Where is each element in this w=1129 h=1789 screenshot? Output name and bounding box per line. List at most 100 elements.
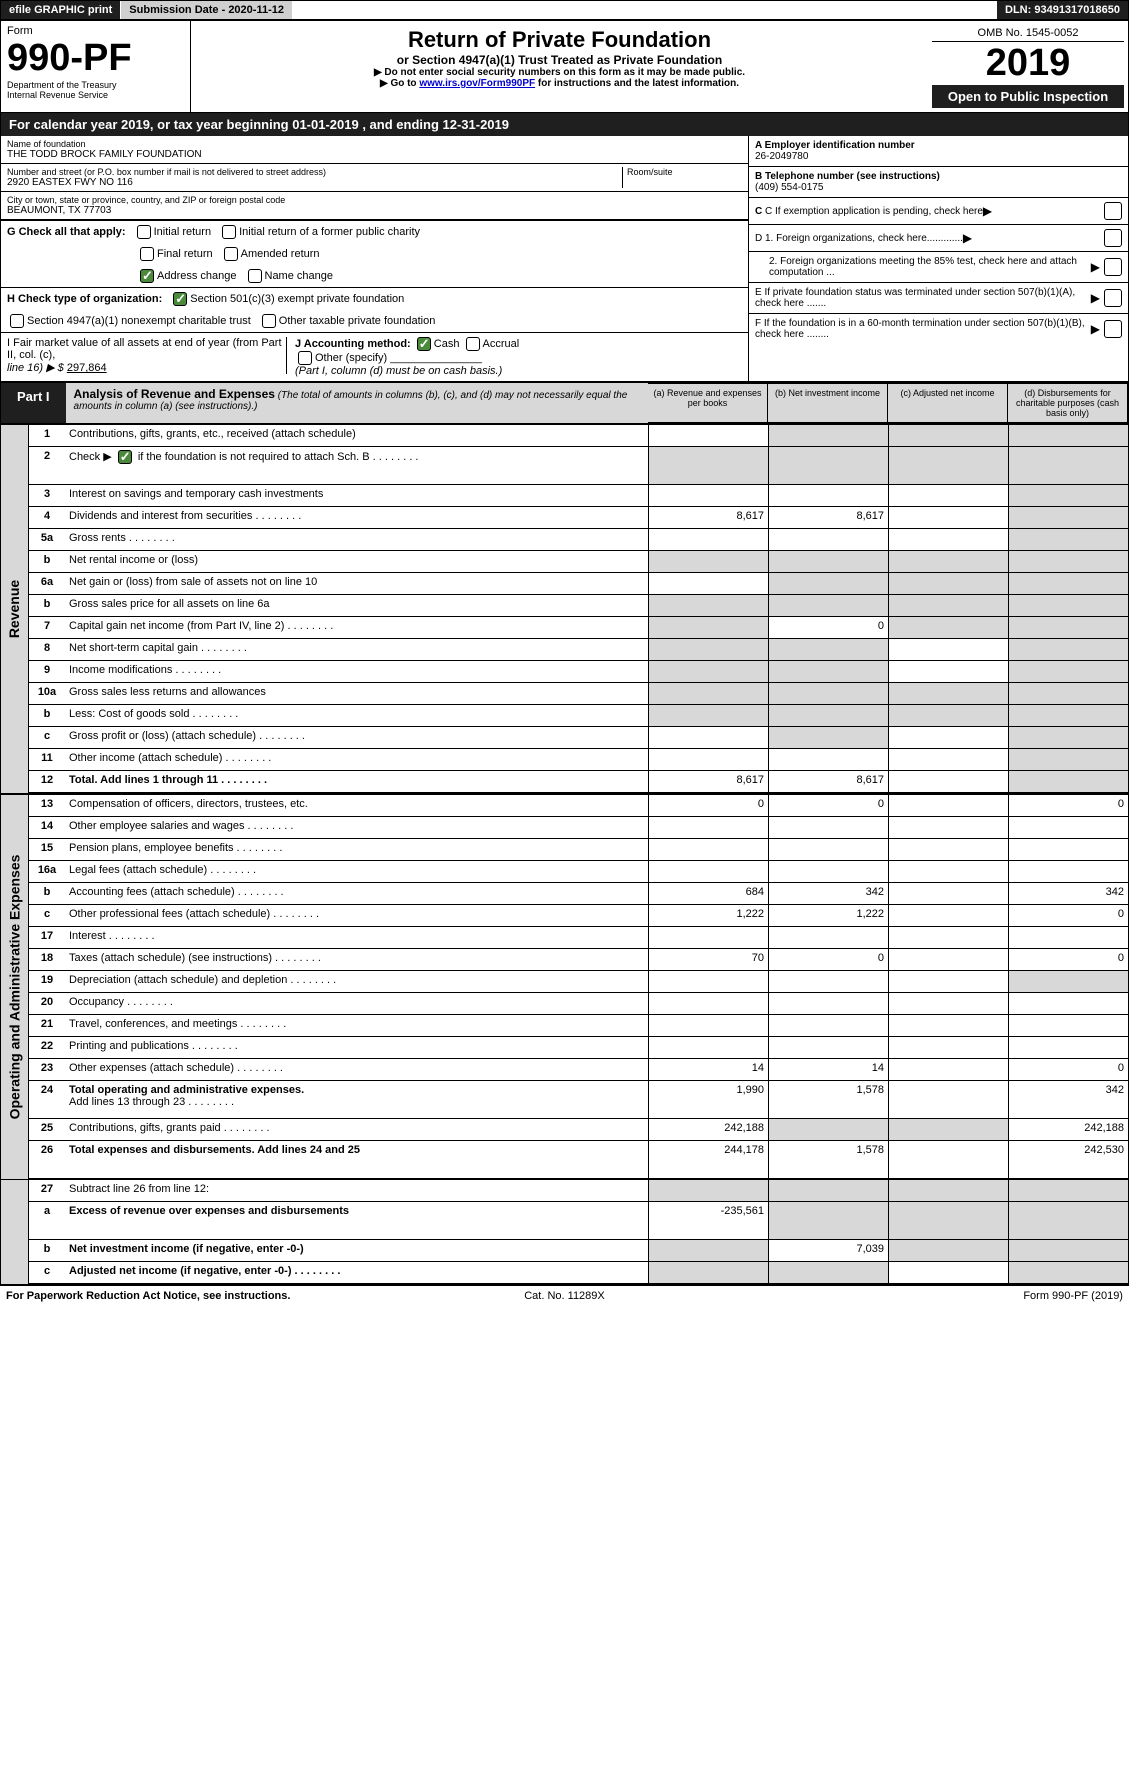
row-5b: Net rental income or (loss) (65, 551, 648, 572)
f-label: F If the foundation is in a 60-month ter… (755, 318, 1091, 340)
room-label: Room/suite (627, 167, 742, 177)
h-label: H Check type of organization: (7, 293, 162, 305)
amended-return-check[interactable] (224, 247, 238, 261)
row-10a: Gross sales less returns and allowances (65, 683, 648, 704)
efile-button[interactable]: efile GRAPHIC print (1, 1, 121, 19)
part1-header: Part I Analysis of Revenue and Expenses … (1, 383, 1128, 423)
irs: Internal Revenue Service (7, 90, 184, 100)
row-25: Contributions, gifts, grants paid (65, 1119, 648, 1140)
accrual-check[interactable] (466, 337, 480, 351)
instruction-2: ▶ Go to www.irs.gov/Form990PF for instru… (197, 78, 922, 89)
revenue-section: Revenue 1Contributions, gifts, grants, e… (1, 423, 1128, 793)
g-row: G Check all that apply: Initial return I… (1, 220, 748, 287)
e-label: E If private foundation status was termi… (755, 287, 1091, 309)
4947-check[interactable] (10, 314, 24, 328)
501c3-check[interactable] (173, 292, 187, 306)
e-check[interactable] (1104, 289, 1122, 307)
inspection-notice: Open to Public Inspection (932, 85, 1124, 108)
phone-label: B Telephone number (see instructions) (755, 171, 940, 182)
form-ref: Form 990-PF (2019) (751, 1290, 1123, 1302)
irs-link[interactable]: www.irs.gov/Form990PF (419, 78, 535, 89)
row-15: Pension plans, employee benefits (65, 839, 648, 860)
row-16c: Other professional fees (attach schedule… (65, 905, 648, 926)
ein: 26-2049780 (755, 151, 808, 162)
submission-date: Submission Date - 2020-11-12 (121, 1, 293, 19)
row-4: Dividends and interest from securities (65, 507, 648, 528)
row-17: Interest (65, 927, 648, 948)
instruction-1: ▶ Do not enter social security numbers o… (197, 67, 922, 78)
j-label: J Accounting method: (295, 338, 411, 350)
d1-label: D 1. Foreign organizations, check here..… (755, 233, 963, 244)
d2-label: 2. Foreign organizations meeting the 85%… (755, 256, 1091, 278)
expenses-label: Operating and Administrative Expenses (7, 855, 23, 1120)
cat-number: Cat. No. 11289X (378, 1290, 750, 1302)
row-5a: Gross rents (65, 529, 648, 550)
row-10b: Less: Cost of goods sold (65, 705, 648, 726)
omb-number: OMB No. 1545-0052 (932, 25, 1124, 42)
form-label: Form (7, 25, 184, 37)
city-label: City or town, state or province, country… (7, 195, 742, 205)
form-number: 990-PF (7, 37, 184, 80)
f-check[interactable] (1104, 320, 1122, 338)
name-label: Name of foundation (7, 139, 742, 149)
initial-former-check[interactable] (222, 225, 236, 239)
row-1: Contributions, gifts, grants, etc., rece… (65, 425, 648, 446)
col-a-header: (a) Revenue and expenses per books (648, 383, 768, 423)
row-6a: Net gain or (loss) from sale of assets n… (65, 573, 648, 594)
info-section: Name of foundation THE TODD BROCK FAMILY… (1, 136, 1128, 383)
initial-return-check[interactable] (137, 225, 151, 239)
top-bar: efile GRAPHIC print Submission Date - 20… (1, 1, 1128, 21)
row-14: Other employee salaries and wages (65, 817, 648, 838)
cash-check[interactable] (417, 337, 431, 351)
row-7: Capital gain net income (from Part IV, l… (65, 617, 648, 638)
form-subtitle: or Section 4947(a)(1) Trust Treated as P… (197, 53, 922, 67)
row-16a: Legal fees (attach schedule) (65, 861, 648, 882)
address-change-check[interactable] (140, 269, 154, 283)
i-label: I Fair market value of all assets at end… (7, 337, 282, 361)
header: Form 990-PF Department of the Treasury I… (1, 21, 1128, 113)
row-27: Subtract line 26 from line 12: (65, 1180, 648, 1201)
row-22: Printing and publications (65, 1037, 648, 1058)
expenses-section: Operating and Administrative Expenses 13… (1, 793, 1128, 1179)
row-9: Income modifications (65, 661, 648, 682)
g-label: G Check all that apply: (7, 226, 126, 238)
col-b-header: (b) Net investment income (768, 383, 888, 423)
tax-year: 2019 (932, 42, 1124, 85)
d2-check[interactable] (1104, 258, 1122, 276)
part1-label: Part I (1, 383, 66, 423)
form-title: Return of Private Foundation (197, 27, 922, 53)
revenue-label: Revenue (7, 580, 23, 638)
page-footer: For Paperwork Reduction Act Notice, see … (0, 1285, 1129, 1306)
i-j-row: I Fair market value of all assets at end… (1, 332, 748, 381)
c-check[interactable] (1104, 202, 1122, 220)
row-12: Total. Add lines 1 through 11 (65, 771, 648, 792)
row-13: Compensation of officers, directors, tru… (65, 795, 648, 816)
row-16b: Accounting fees (attach schedule) (65, 883, 648, 904)
row-2: Check ▶ if the foundation is not require… (65, 447, 648, 484)
address: 2920 EASTEX FWY NO 116 (7, 177, 622, 188)
fmv-value: 297,864 (67, 362, 107, 374)
other-taxable-check[interactable] (262, 314, 276, 328)
part1-title: Analysis of Revenue and Expenses (74, 387, 275, 401)
row-3: Interest on savings and temporary cash i… (65, 485, 648, 506)
sch-b-check[interactable] (118, 450, 132, 464)
other-method-check[interactable] (298, 351, 312, 365)
final-return-check[interactable] (140, 247, 154, 261)
col-c-header: (c) Adjusted net income (888, 383, 1008, 423)
row-11: Other income (attach schedule) (65, 749, 648, 770)
foundation-name: THE TODD BROCK FAMILY FOUNDATION (7, 149, 742, 160)
city: BEAUMONT, TX 77703 (7, 205, 742, 216)
d1-check[interactable] (1104, 229, 1122, 247)
row-19: Depreciation (attach schedule) and deple… (65, 971, 648, 992)
name-change-check[interactable] (248, 269, 262, 283)
form-container: efile GRAPHIC print Submission Date - 20… (0, 0, 1129, 1285)
addr-label: Number and street (or P.O. box number if… (7, 167, 622, 177)
row-6b: Gross sales price for all assets on line… (65, 595, 648, 616)
row-18: Taxes (attach schedule) (see instruction… (65, 949, 648, 970)
net-section: 27Subtract line 26 from line 12: aExcess… (1, 1179, 1128, 1284)
row-24: Total operating and administrative expen… (65, 1081, 648, 1118)
row-23: Other expenses (attach schedule) (65, 1059, 648, 1080)
phone: (409) 554-0175 (755, 182, 823, 193)
row-8: Net short-term capital gain (65, 639, 648, 660)
row-10c: Gross profit or (loss) (attach schedule) (65, 727, 648, 748)
